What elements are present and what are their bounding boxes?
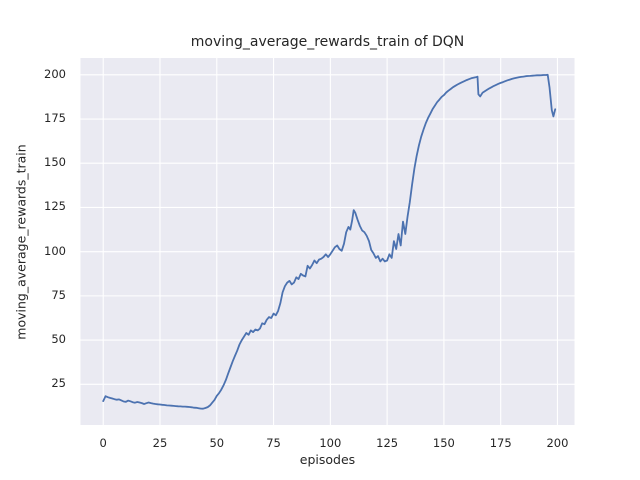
x-tick-label: 75 [266,436,281,450]
y-tick-label: 75 [51,287,66,302]
x-tick-label: 0 [99,436,107,450]
x-axis-label: episodes [299,452,356,467]
y-tick-label: 175 [44,111,66,126]
y-tick-label: 150 [44,155,66,170]
y-tick-label: 50 [51,332,66,347]
x-tick-label: 150 [432,436,455,450]
x-tick-label: 25 [152,436,168,450]
y-tick-label: 125 [44,199,66,214]
x-tick-label: 100 [319,436,342,450]
y-tick-label: 25 [51,376,66,391]
chart-title: moving_average_rewards_train of DQN [190,34,465,50]
x-tick-label: 200 [546,436,569,450]
series-line [102,73,557,410]
y-tick-label: 200 [44,66,66,81]
x-tick-label: 175 [489,436,512,450]
y-tick-label: 100 [44,243,66,258]
y-axis-label: moving_average_rewards_train [13,144,29,340]
x-tick-label: 125 [376,436,399,450]
x-tick-label: 50 [209,436,225,450]
